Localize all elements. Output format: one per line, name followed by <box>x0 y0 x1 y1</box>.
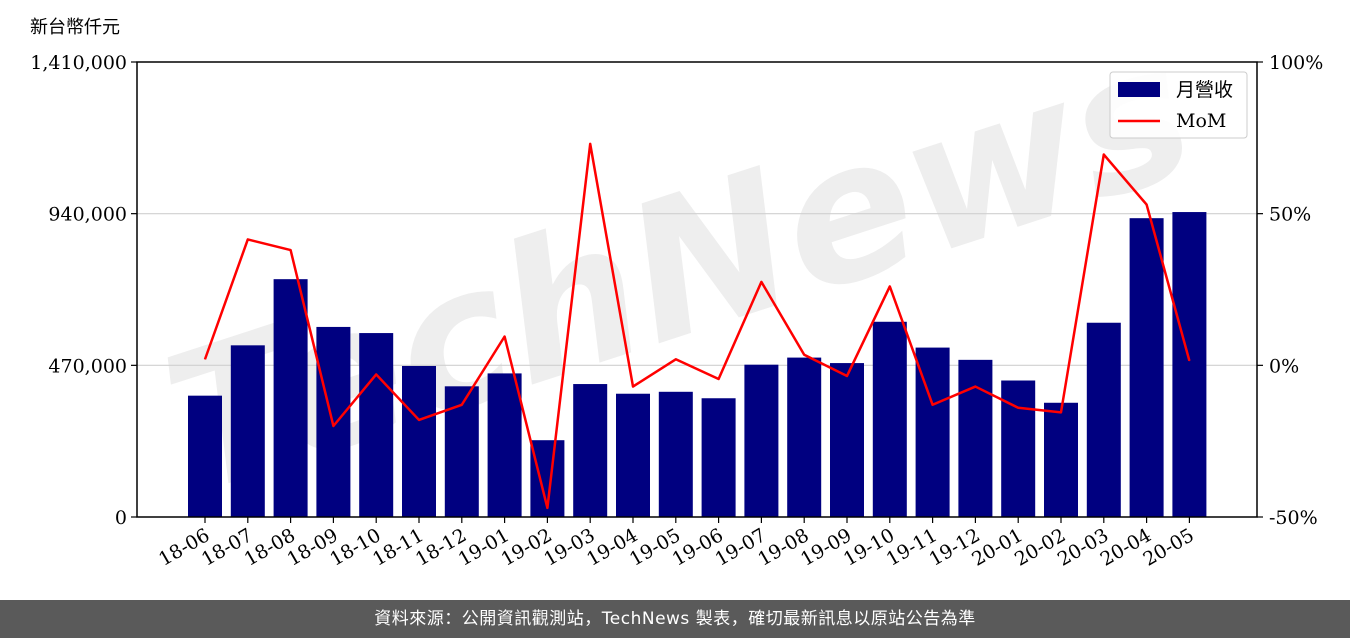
mom-point <box>504 336 506 338</box>
combo-chart: TechNews 新台幣仟元 0470,000940,0001,410,000-… <box>30 0 1323 571</box>
bar <box>658 391 693 517</box>
plot-frame <box>136 61 1258 518</box>
y-right-tick-label: 100% <box>1269 52 1323 74</box>
y-left-tick-label: 1,410,000 <box>30 52 127 74</box>
bar <box>1044 402 1078 517</box>
y-axis-unit-label: 新台幣仟元 <box>30 17 120 38</box>
legend-label-mom: MoM <box>1176 110 1226 132</box>
mom-point <box>1103 154 1105 156</box>
mom-point <box>247 238 249 240</box>
bar <box>787 357 822 517</box>
mom-point <box>461 404 463 406</box>
mom-point <box>889 285 891 287</box>
bar <box>872 321 907 517</box>
bar <box>573 384 608 517</box>
y-left-tick-label: 470,000 <box>48 355 127 377</box>
bar <box>1172 212 1207 517</box>
mom-point <box>290 249 292 251</box>
mom-point <box>974 386 976 388</box>
legend: 月營收 MoM <box>1109 71 1248 139</box>
y-right-tick-label: 50% <box>1269 204 1311 226</box>
bar <box>487 373 522 517</box>
mom-point <box>846 375 848 377</box>
bar <box>402 365 436 517</box>
bar <box>958 359 993 517</box>
bar <box>616 393 650 517</box>
mom-point <box>1146 204 1148 206</box>
mom-point <box>760 281 762 283</box>
mom-point <box>1017 407 1019 409</box>
mom-point <box>1060 411 1062 413</box>
mom-point <box>204 358 206 360</box>
bar <box>830 363 864 517</box>
y-left-tick-label: 940,000 <box>48 204 127 226</box>
mom-point <box>546 507 548 509</box>
line-layer <box>203 142 1191 510</box>
bar <box>701 398 736 517</box>
bar <box>273 279 308 517</box>
bar <box>230 345 265 517</box>
mom-line <box>203 142 1191 510</box>
bar <box>744 364 779 517</box>
mom-point <box>675 358 677 360</box>
legend-label-revenue: 月營收 <box>1176 79 1233 101</box>
mom-point <box>418 419 420 421</box>
mom-point <box>332 425 334 427</box>
y-left-tick-label: 0 <box>115 507 127 529</box>
mom-point <box>1188 360 1190 362</box>
mom-point <box>803 354 805 356</box>
bar <box>359 333 394 517</box>
y-right-tick-label: -50% <box>1269 507 1318 529</box>
x-tick-label: 20-05 <box>1139 524 1197 570</box>
y-right-tick-label: 0% <box>1269 355 1299 377</box>
mom-point <box>375 373 377 375</box>
bar <box>1129 218 1164 518</box>
mom-point <box>589 143 591 145</box>
bar <box>188 395 222 517</box>
mom-point <box>632 386 634 388</box>
bar <box>1086 322 1121 517</box>
footer-source-note: 資料來源：公開資訊觀測站，TechNews 製表，確切最新訊息以原站公告為準 <box>0 600 1350 638</box>
mom-point <box>718 378 720 380</box>
mom-point <box>932 404 934 406</box>
legend-swatch-bar <box>1118 82 1160 97</box>
